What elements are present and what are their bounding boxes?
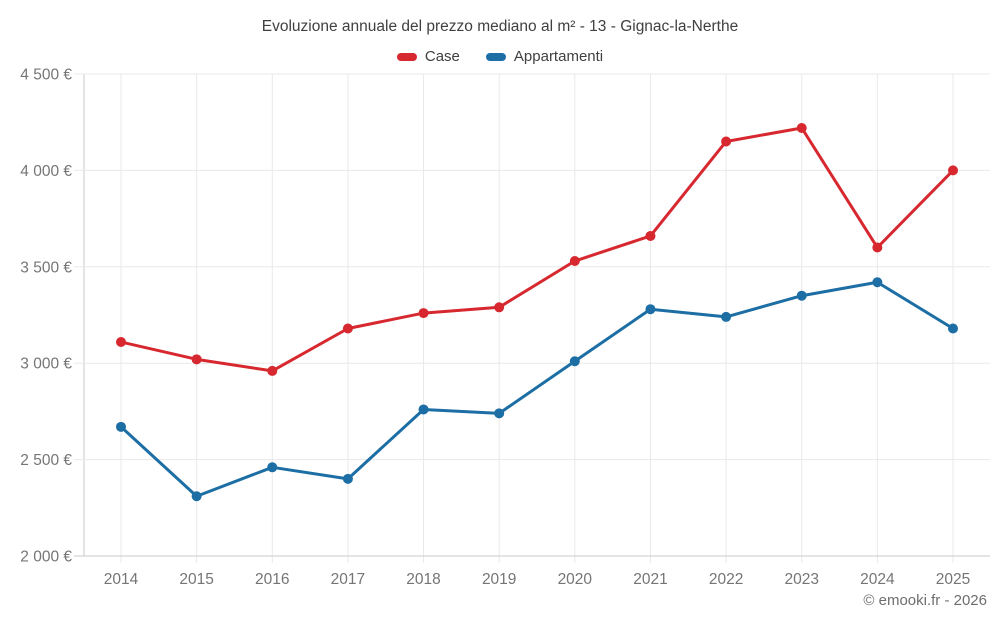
y-axis-label: 4 000 €	[20, 163, 72, 180]
data-point-case-2023	[796, 122, 807, 133]
x-axis-label: 2016	[255, 571, 289, 588]
case-series-swatch-icon	[396, 52, 417, 61]
data-point-case-2018	[418, 308, 429, 319]
x-axis-label: 2014	[104, 571, 139, 588]
series-line-case	[119, 126, 955, 373]
x-axis-label: 2025	[936, 571, 970, 588]
data-point-case-2021	[645, 230, 656, 241]
data-point-case-2025	[948, 165, 958, 176]
data-point-case-2024	[872, 242, 883, 253]
y-axis-label: 3 500 €	[20, 259, 72, 276]
x-axis-label: 2020	[558, 571, 593, 588]
x-axis-label: 2015	[179, 571, 213, 588]
data-point-appartamenti-2019	[494, 408, 505, 419]
data-point-appartamenti-2024	[872, 277, 883, 288]
data-point-appartamenti-2020	[569, 356, 580, 367]
data-point-case-2016	[267, 365, 278, 376]
y-axis-label: 4 500 €	[20, 67, 72, 84]
legend-label: Appartamenti	[513, 48, 604, 65]
y-axis-label: 3 000 €	[20, 356, 72, 373]
attribution: © emooki.fr - 2026	[863, 592, 987, 609]
data-point-appartamenti-2023	[796, 290, 807, 301]
data-point-appartamenti-2016	[267, 462, 278, 473]
data-point-case-2017	[342, 323, 353, 334]
data-point-case-2022	[721, 136, 732, 147]
legend-label: Case	[424, 48, 460, 65]
x-axis-label: 2024	[860, 571, 895, 588]
data-point-appartamenti-2014	[116, 421, 126, 432]
x-axis-label: 2021	[633, 571, 667, 588]
chart-legend: Case Appartamenti	[0, 48, 1000, 65]
y-axis-label: 2 500 €	[20, 452, 72, 469]
appartamenti-series-swatch-icon	[485, 52, 506, 61]
x-axis-label: 2019	[482, 571, 516, 588]
data-point-case-2020	[569, 256, 580, 267]
series-line-appartamenti	[119, 280, 955, 498]
data-point-appartamenti-2015	[191, 491, 202, 502]
chart-title: Evoluzione annuale del prezzo mediano al…	[261, 18, 739, 35]
x-axis-label: 2018	[406, 571, 440, 588]
y-axis-label: 2 000 €	[20, 549, 72, 566]
data-point-case-2019	[494, 302, 505, 313]
data-point-case-2014	[116, 336, 126, 347]
legend-item-case[interactable]: Case	[396, 48, 460, 65]
data-point-appartamenti-2018	[418, 404, 429, 415]
data-point-appartamenti-2017	[342, 473, 353, 484]
x-axis-label: 2022	[709, 571, 743, 588]
data-point-appartamenti-2021	[645, 304, 656, 315]
legend-item-appartamenti[interactable]: Appartamenti	[485, 48, 604, 65]
data-point-appartamenti-2025	[948, 323, 958, 334]
x-axis-label: 2017	[331, 571, 365, 588]
data-point-case-2015	[191, 354, 202, 365]
x-axis-label: 2023	[784, 571, 818, 588]
data-point-appartamenti-2022	[721, 311, 732, 322]
